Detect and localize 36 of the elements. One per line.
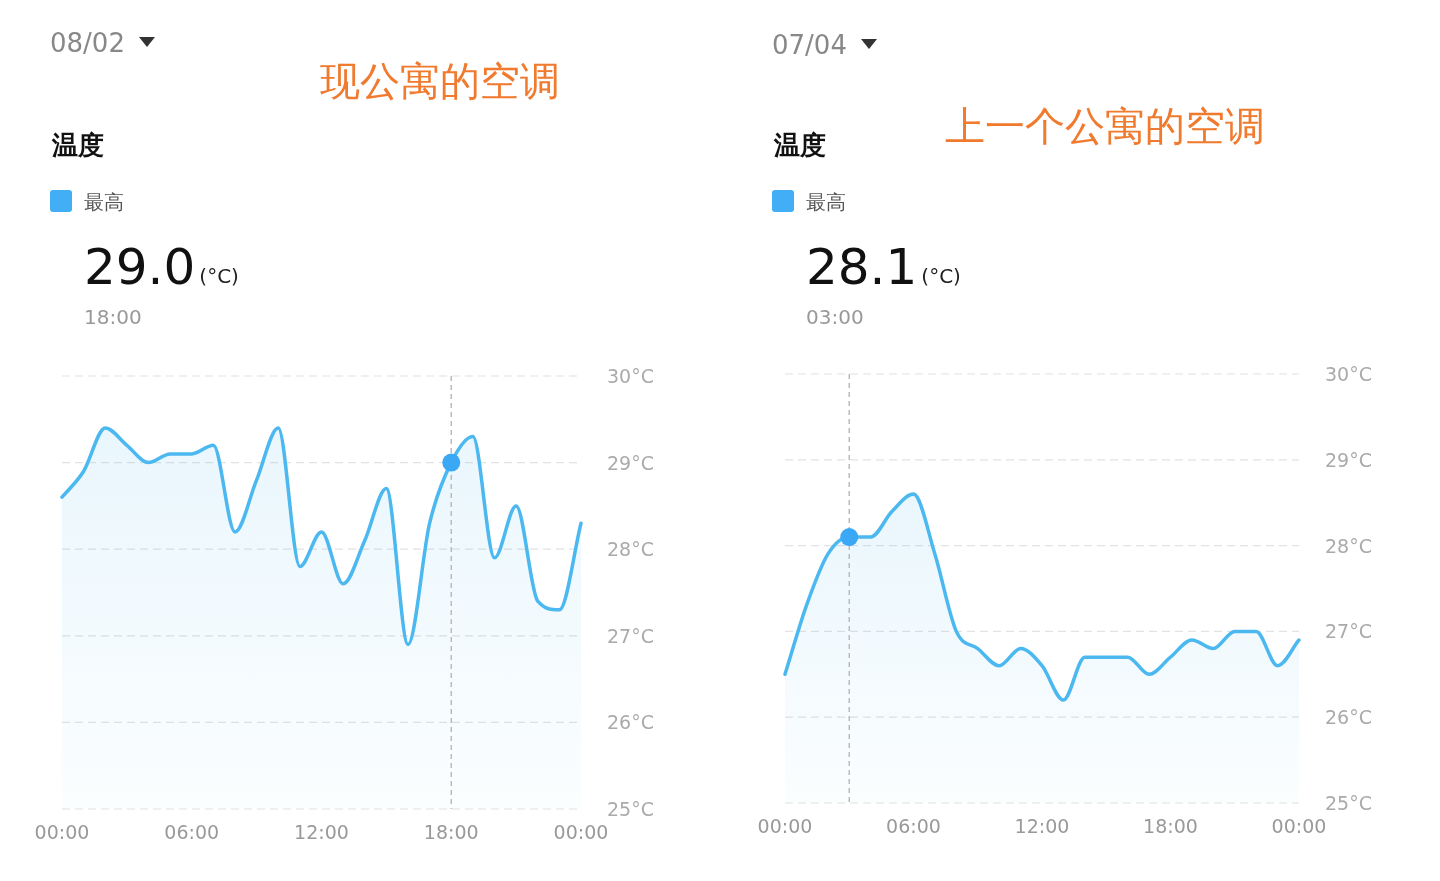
text: 07/04 bbox=[772, 30, 847, 60]
text: 28.1 bbox=[806, 238, 918, 296]
chart-title: 现公寓的空调 bbox=[320, 58, 560, 104]
x-tick-label: 00:00 bbox=[757, 815, 813, 837]
x-tick-label: 06:00 bbox=[164, 821, 220, 843]
y-tick-label: 29°C bbox=[607, 451, 654, 474]
text: 03:00 bbox=[806, 305, 864, 329]
y-tick-label: 25°C bbox=[1325, 792, 1372, 814]
x-tick-label: 12:00 bbox=[294, 821, 349, 843]
y-tick-label: 27°C bbox=[1325, 620, 1372, 643]
y-tick-label: 28°C bbox=[607, 538, 654, 561]
chart-subtitle: 温度 bbox=[51, 130, 104, 160]
y-tick-label: 26°C bbox=[607, 711, 654, 734]
y-tick-label: 30°C bbox=[1325, 363, 1372, 385]
y-tick-label: 27°C bbox=[607, 624, 654, 647]
text: (°C) bbox=[921, 264, 961, 288]
x-tick-label: 18:00 bbox=[1143, 815, 1198, 837]
y-tick-label: 30°C bbox=[607, 365, 654, 387]
x-tick-label: 00:00 bbox=[1271, 815, 1327, 837]
text: 08/02 bbox=[50, 28, 125, 58]
legend-label: 最高 bbox=[806, 190, 846, 214]
text: (°C) bbox=[199, 264, 239, 288]
chart-subtitle: 温度 bbox=[773, 130, 826, 160]
legend-label: 最高 bbox=[84, 190, 124, 214]
x-tick-label: 12:00 bbox=[1014, 815, 1070, 837]
chart-title: 上一个公寓的空调 bbox=[945, 103, 1265, 149]
text: 18:00 bbox=[84, 305, 142, 329]
x-tick-label: 18:00 bbox=[423, 821, 479, 843]
x-tick-label: 00:00 bbox=[553, 821, 609, 843]
y-tick-label: 29°C bbox=[1325, 448, 1372, 471]
y-tick-label: 25°C bbox=[607, 798, 654, 820]
text: 29.0 bbox=[84, 238, 196, 296]
x-tick-label: 06:00 bbox=[886, 815, 941, 837]
y-tick-label: 26°C bbox=[1325, 706, 1372, 729]
x-tick-label: 00:00 bbox=[34, 821, 90, 843]
y-tick-label: 28°C bbox=[1325, 534, 1372, 557]
